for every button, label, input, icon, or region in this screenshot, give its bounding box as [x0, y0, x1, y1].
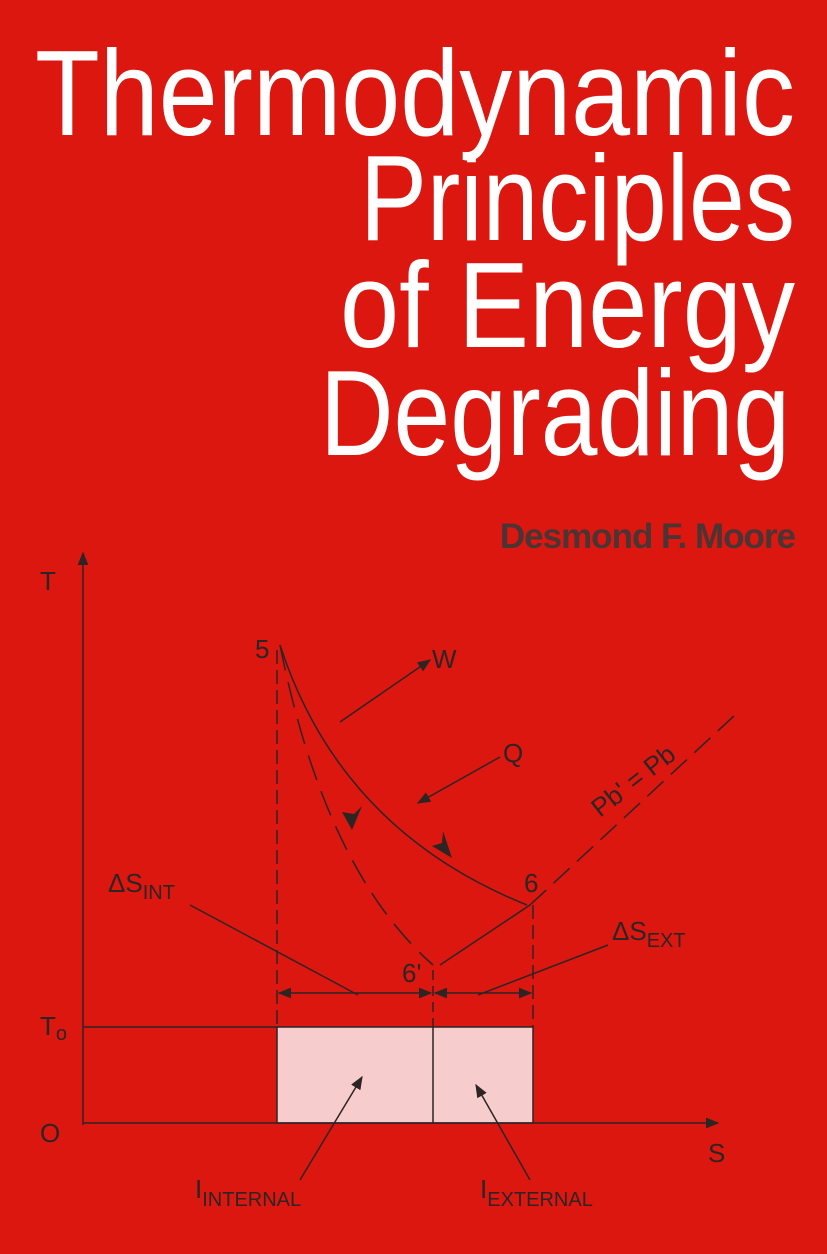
isobar: [439, 904, 531, 966]
label-sub: INT: [143, 882, 175, 904]
point-label: 6: [524, 868, 538, 898]
title-line: of Energy: [340, 237, 795, 373]
label-main: ΔS: [612, 916, 647, 946]
shaded-area: [277, 1027, 533, 1123]
point-label: 6': [402, 958, 421, 988]
label-main: I: [195, 1174, 202, 1204]
diagram: T S O To 5 6 6' W Q Pb' = Pb ΔSINT ΔSEXT…: [40, 551, 736, 1211]
leader: [299, 1075, 363, 1181]
isobar-ext: [529, 714, 736, 906]
point-label: 5: [255, 634, 269, 664]
ds-int-label: ΔSINT: [108, 868, 175, 904]
label-sub: INTERNAL: [202, 1189, 301, 1211]
author: Desmond F. Moore: [500, 517, 796, 556]
label-main: I: [480, 1174, 487, 1204]
arrowhead: [342, 806, 362, 830]
i-internal-label: IINTERNAL: [195, 1174, 301, 1211]
actual-process: [279, 644, 528, 906]
work-arrow: [339, 659, 432, 723]
heat-arrow: [416, 756, 501, 804]
ds-ext-label: ΔSEXT: [612, 916, 686, 952]
work-label: W: [432, 644, 457, 674]
origin-label: O: [40, 1118, 60, 1148]
label-sub: EXTERNAL: [487, 1189, 593, 1211]
arrowhead: [432, 831, 452, 858]
leader: [189, 904, 359, 996]
axis-label: S: [708, 1138, 725, 1168]
title-line: Thermodynamic: [35, 25, 795, 161]
label-sub: o: [56, 1023, 67, 1045]
heat-label: Q: [503, 738, 523, 768]
i-external-label: IEXTERNAL: [480, 1174, 593, 1211]
leader: [477, 944, 609, 996]
label-sub: EXT: [647, 930, 686, 952]
label-main: T: [40, 1011, 56, 1041]
title-line: Principles: [360, 130, 795, 266]
axis-label: T: [40, 566, 56, 596]
t0-label: To: [40, 1011, 67, 1045]
leader: [475, 1083, 531, 1181]
title-line: Degrading: [320, 345, 790, 481]
label-main: ΔS: [108, 868, 143, 898]
ideal-process: [279, 644, 434, 966]
